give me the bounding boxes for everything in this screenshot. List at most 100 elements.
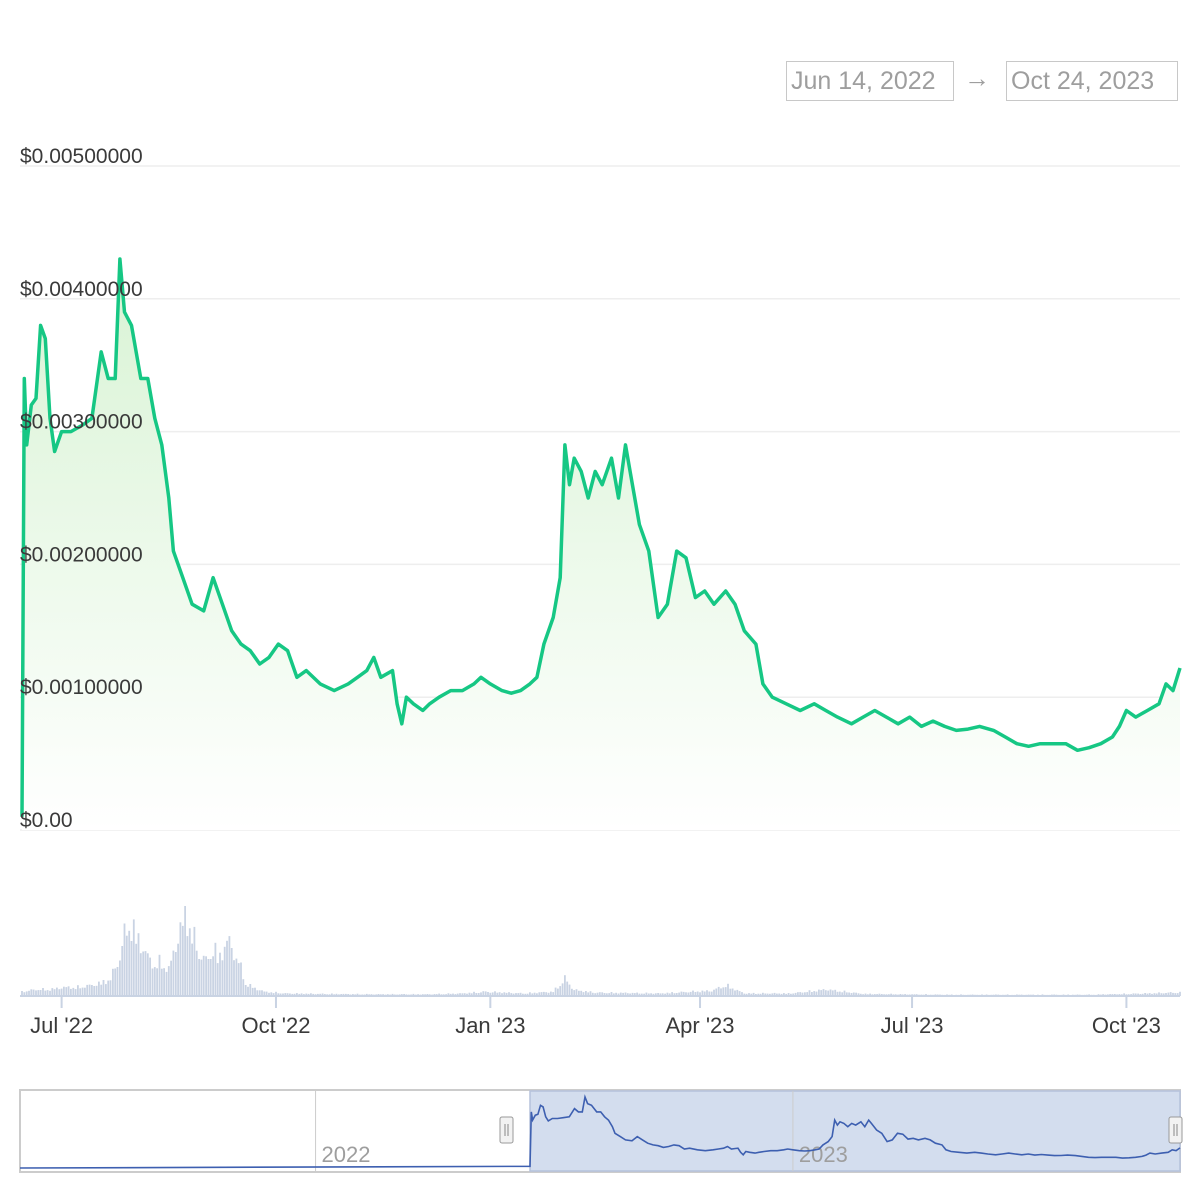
volume-bar [605, 993, 608, 996]
volume-bar [773, 992, 776, 996]
x-tick-label: Oct '23 [1092, 1013, 1161, 1038]
volume-bar [235, 958, 238, 996]
volume-bar [461, 993, 464, 996]
volume-bar [503, 992, 506, 996]
volume-bar [783, 993, 785, 996]
navigator-right-handle[interactable] [1168, 1116, 1183, 1144]
navigator-left-handle[interactable] [499, 1116, 514, 1144]
volume-bar [615, 992, 617, 996]
volume-bar [536, 993, 538, 996]
volume-bar [193, 926, 196, 996]
navigator[interactable]: 2022 2023 [19, 1089, 1183, 1173]
volume-bar [790, 993, 792, 996]
volume-bar [207, 959, 210, 996]
volume-bar [84, 987, 86, 996]
volume-bar [638, 993, 641, 996]
volume-bar [335, 993, 338, 996]
y-tick-label: $0.00 [20, 809, 73, 832]
volume-bar [1132, 993, 1135, 996]
volume-bar [659, 993, 662, 996]
volume-bar [603, 993, 606, 996]
volume-bar [463, 993, 466, 996]
volume-bar [284, 993, 287, 996]
volume-bar [824, 990, 827, 996]
volume-bar [682, 991, 685, 996]
volume-bar [626, 993, 629, 996]
volume-bar [277, 993, 280, 996]
navigator-labels: 2022 2023 [315, 1091, 848, 1171]
volume-bar [717, 986, 720, 996]
y-tick-label: $0.00500000 [20, 145, 143, 168]
volume-bar [515, 993, 517, 996]
volume-bar [1179, 991, 1181, 996]
volume-bar [46, 990, 49, 996]
volume-bar [365, 993, 368, 996]
volume-bar [321, 993, 324, 996]
volume-bar [44, 990, 47, 996]
volume-bar [640, 993, 643, 996]
volume-bar [612, 993, 615, 996]
volume-bar [764, 993, 767, 996]
volume-bar [831, 990, 834, 996]
volume-bar [489, 992, 492, 996]
volume-bar [226, 940, 228, 996]
volume-bar [216, 963, 219, 996]
volume-bar [722, 987, 725, 996]
volume-bar [1176, 993, 1179, 996]
volume-bar [526, 993, 529, 996]
volume-bar [72, 987, 75, 996]
volume-bar [787, 993, 790, 996]
volume-bar [759, 993, 762, 996]
volume-bar [293, 993, 296, 996]
volume-bar [95, 985, 98, 996]
start-date-input[interactable]: Jun 14, 2022 [786, 61, 954, 101]
y-tick-label: $0.00200000 [20, 543, 143, 566]
y-tick-label: $0.00300000 [20, 411, 143, 434]
volume-bar [519, 992, 522, 996]
volume-bar [123, 923, 126, 996]
volume-bar [591, 992, 594, 996]
volume-bar [60, 988, 63, 996]
volume-bar [859, 993, 862, 996]
volume-bar [25, 991, 28, 996]
volume-bar [310, 993, 312, 996]
volume-bar [750, 993, 753, 996]
volume-bar [645, 992, 648, 996]
volume-bar [296, 993, 298, 996]
volume-bar [533, 992, 536, 996]
volume-bar [23, 992, 26, 996]
volume-bar [233, 960, 235, 996]
volume-bar [643, 993, 645, 996]
volume-bar [850, 993, 853, 996]
end-date-input[interactable]: Oct 24, 2023 [1006, 61, 1178, 101]
volume-bar [209, 959, 212, 996]
volume-bar [852, 992, 855, 996]
volume-bar [342, 993, 345, 996]
volume-bar [1153, 993, 1156, 996]
price-line[interactable] [20, 257, 1182, 817]
volume-bar [505, 992, 508, 996]
volume-bar [848, 992, 850, 996]
volume-bar [855, 992, 857, 996]
x-axis: Jul '22 Oct '22 Jan '23 Apr '23 Jul '23 Oct '… [30, 996, 1161, 1038]
volume-bar [191, 943, 193, 996]
volume-bar [282, 993, 284, 996]
volume-bar [531, 993, 534, 996]
volume-bar [144, 951, 147, 996]
volume-bar [857, 993, 860, 996]
volume-bar [100, 984, 103, 996]
volume-bar [552, 992, 555, 996]
volume-bar [636, 992, 638, 996]
volume-bar [550, 991, 552, 996]
volume-bar [694, 992, 697, 996]
volume-bar [91, 985, 93, 996]
volume-bar [598, 992, 601, 996]
volume-bar [685, 992, 687, 996]
volume-bar [172, 950, 175, 996]
volume-bar [1174, 993, 1177, 996]
volume-bar [731, 988, 734, 996]
volume-bar [480, 992, 482, 996]
volume-bar [487, 992, 489, 996]
navigator-selection[interactable] [529, 1090, 1181, 1172]
volume-bar [666, 992, 669, 996]
